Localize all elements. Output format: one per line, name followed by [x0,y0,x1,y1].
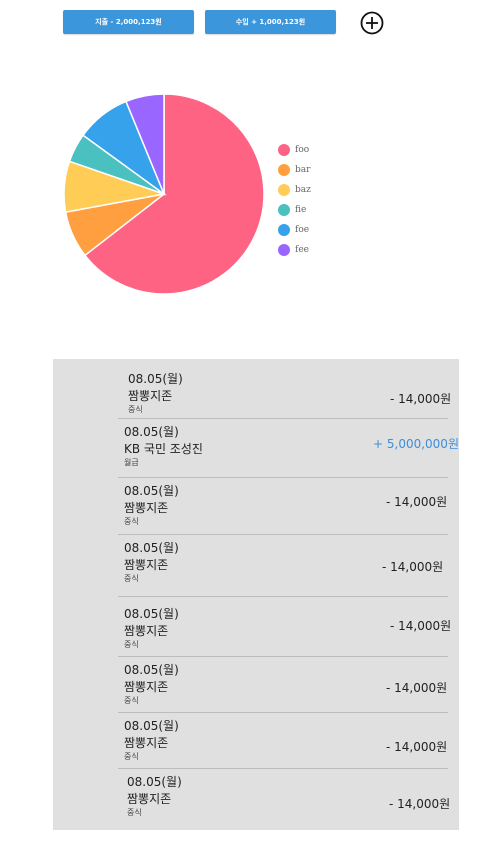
pie-slice-fee[interactable] [125,93,165,195]
transaction-name: 짬뽕지존 [124,501,169,515]
expense-pie-chart [63,93,265,295]
transaction-category: 월급 [124,458,139,467]
transaction-date: 08.05(월) [128,372,183,386]
transaction-name: 짬뽕지존 [127,792,172,806]
transaction-amount: - 14,000원 [390,392,452,406]
chart-legend: foo bar baz fie foe fee [278,140,311,260]
legend-swatch [278,144,290,156]
transaction-date: 08.05(월) [127,775,182,789]
transaction-category: 중식 [124,574,139,583]
legend-swatch [278,164,290,176]
legend-label: fee [295,245,309,255]
transaction-name: 짬뽕지존 [124,558,169,572]
pie-slice-foo[interactable] [83,93,265,295]
legend-item-fie[interactable]: fie [278,200,311,220]
transaction-date: 08.05(월) [124,541,179,555]
legend-item-baz[interactable]: baz [278,180,311,200]
transaction-amount: - 14,000원 [386,495,448,509]
transaction-category: 중식 [124,640,139,649]
transaction-name: 짬뽕지존 [128,389,173,403]
transaction-name: 짬뽕지존 [124,624,169,638]
transaction-date: 08.05(월) [124,607,179,621]
transaction-name: 짬뽕지존 [124,680,169,694]
plus-circle-icon[interactable] [360,11,384,35]
transaction-amount: + 5,000,000원 [373,437,459,451]
legend-label: fie [295,205,307,215]
legend-label: foo [295,145,310,155]
transaction-category: 중식 [127,808,142,817]
transaction-date: 08.05(월) [124,663,179,677]
legend-item-fee[interactable]: fee [278,240,311,260]
transaction-name: KB 국민 조성진 [124,442,203,456]
transaction-category: 중식 [128,405,143,414]
transaction-amount: - 14,000원 [382,560,444,574]
expense-total-button[interactable]: 지출 - 2,000,123원 [63,10,194,34]
legend-label: bar [295,165,311,175]
transaction-amount: - 14,000원 [386,740,448,754]
transaction-date: 08.05(월) [124,425,179,439]
transaction-amount: - 14,000원 [390,619,452,633]
legend-swatch [278,184,290,196]
transaction-category: 중식 [124,752,139,761]
legend-item-foo[interactable]: foo [278,140,311,160]
legend-swatch [278,204,290,216]
legend-label: foe [295,225,310,235]
legend-swatch [278,244,290,256]
transaction-date: 08.05(월) [124,719,179,733]
legend-item-bar[interactable]: bar [278,160,311,180]
transaction-name: 짬뽕지존 [124,736,169,750]
income-total-button[interactable]: 수입 + 1,000,123원 [205,10,336,34]
transaction-amount: - 14,000원 [389,797,451,811]
transaction-date: 08.05(월) [124,484,179,498]
transaction-category: 중식 [124,696,139,705]
transaction-category: 중식 [124,517,139,526]
add-button-glyph [360,11,384,35]
transaction-list: 08.05(월) 짬뽕지존 중식 - 14,000원 08.05(월) KB 국민 조성진… [53,359,459,830]
legend-item-foe[interactable]: foe [278,220,311,240]
legend-swatch [278,224,290,236]
transaction-amount: - 14,000원 [386,681,448,695]
legend-label: baz [295,185,311,195]
